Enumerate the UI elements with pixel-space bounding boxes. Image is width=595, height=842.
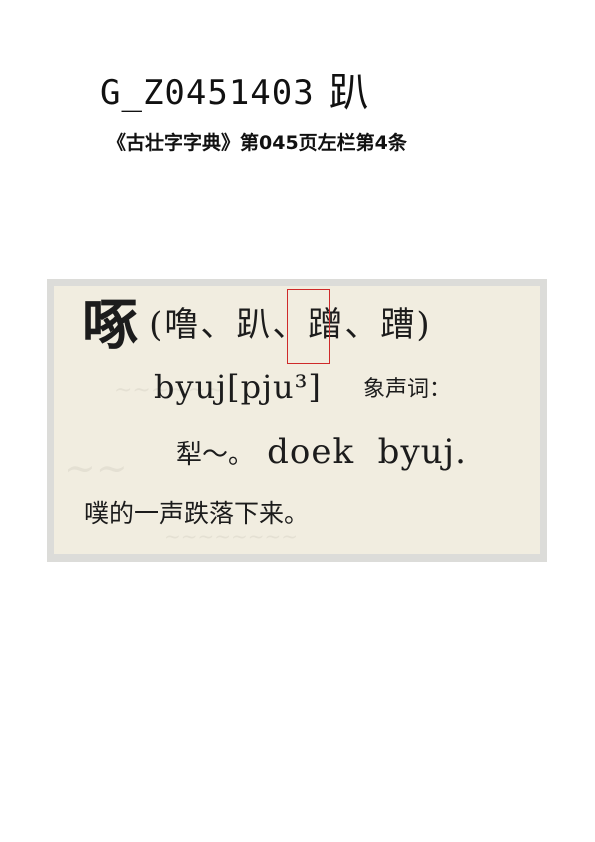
target-glyph: 趴 xyxy=(328,70,370,116)
entry-variants: (噜、趴、蹭、蹧) xyxy=(149,305,432,345)
highlight-box xyxy=(287,289,330,364)
bleed-through-texture: ~~~~~~ xyxy=(114,378,225,403)
entry-pronunciation-row: byuj[pju³] 象声词： xyxy=(154,368,451,406)
character-code: G_Z0451403 xyxy=(100,73,315,113)
entry-headword: 啄 xyxy=(82,292,138,358)
entry-part-of-speech: 象声词： xyxy=(363,377,452,402)
entry-example-row: 犁～。 doek byuj. xyxy=(176,432,467,472)
bleed-through-texture: ~~~~~~~~ xyxy=(164,524,299,548)
dictionary-scan-frame: ~~~~~~ ~~ ~~~~~~~~ 啄 (噜、趴、蹭、蹧) byuj[pju³… xyxy=(47,279,547,562)
entry-romanization: byuj[pju³] xyxy=(154,368,322,406)
example-cjk: 犁～。 xyxy=(176,440,255,470)
page-title: G_Z0451403 趴 xyxy=(100,60,370,118)
entry-head-row: 啄 (噜、趴、蹭、蹧) xyxy=(82,290,432,360)
bleed-through-texture: ~~ xyxy=(64,446,128,490)
source-reference: 《古壮字字典》第045页左栏第4条 xyxy=(107,132,407,154)
example-latin: doek byuj. xyxy=(267,432,467,472)
entry-gloss: 噗的一声跌落下来。 xyxy=(84,499,310,528)
dictionary-scan-image: ~~~~~~ ~~ ~~~~~~~~ 啄 (噜、趴、蹭、蹧) byuj[pju³… xyxy=(54,286,540,554)
